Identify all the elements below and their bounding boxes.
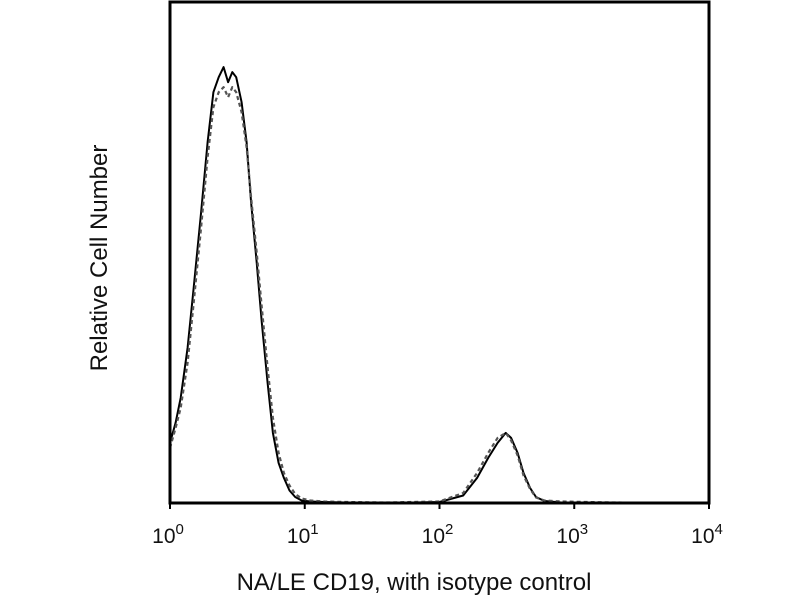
x-tick-label: 100 <box>152 521 184 548</box>
series-line-2 <box>168 86 710 505</box>
x-tick-label: 103 <box>556 521 588 548</box>
x-tick-label: 101 <box>287 521 319 548</box>
y-axis-title: Relative Cell Number <box>86 145 113 372</box>
plot-area <box>168 66 710 505</box>
x-axis-ticks: 100 101 102 103 104 <box>152 503 723 548</box>
x-axis-title: NA/LE CD19, with isotype control <box>237 569 592 596</box>
x-tick-label: 102 <box>422 521 454 548</box>
plot-frame <box>168 0 711 505</box>
series-line-1 <box>169 66 709 504</box>
x-tick-label: 104 <box>691 521 723 548</box>
